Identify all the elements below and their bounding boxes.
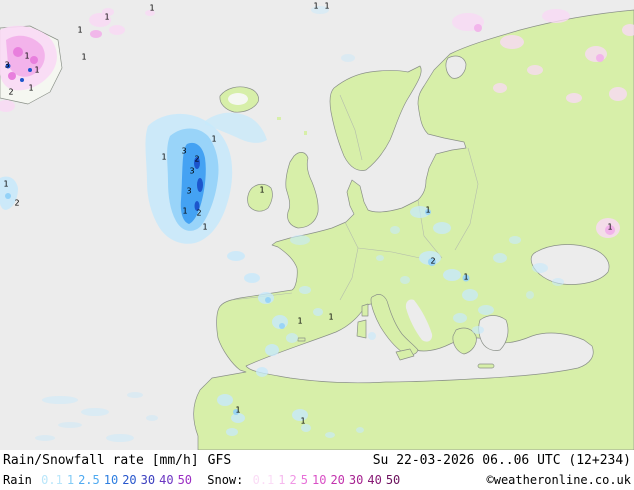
copyright-link[interactable]: ©weatheronline.co.uk (486, 473, 632, 487)
island-shetland (304, 131, 307, 135)
scale-value: 50 (385, 473, 401, 487)
caption-row-legend: Rain 0.1 1 2.5 10 20 30 40 50 Snow: 0.1 1 2 5 10 20 3… (0, 470, 634, 490)
datetime-label: Su 22-03-2026 06..06 UTC (12+234) (372, 452, 631, 468)
rain-scale: 0.1 1 2.5 10 20 30 40 50 (39, 473, 194, 487)
white-sea (445, 55, 467, 79)
scale-value: 2 (289, 473, 297, 487)
scale-value: 30 (348, 473, 364, 487)
caption-row-title: Rain/Snowfall rate [mm/h] GFS Su 22-03-2… (0, 450, 634, 470)
adriatic-sea (405, 299, 433, 342)
inner-seas (245, 55, 610, 384)
island-balearic (297, 337, 306, 342)
snow-scale: 0.1 1 2 5 10 20 30 40 50 (251, 473, 403, 487)
island-corsica (361, 303, 369, 317)
rain-label: Rain (3, 473, 32, 487)
europe-weather-map (0, 0, 634, 450)
model-name: GFS (207, 452, 232, 468)
scale-value: 0.1 (41, 473, 63, 487)
scale-value: 0.1 (252, 473, 275, 487)
scale-value: 40 (367, 473, 382, 487)
island-sardinia (356, 319, 367, 339)
map-title: Rain/Snowfall rate [mm/h] (3, 452, 199, 468)
scale-value: 30 (140, 473, 156, 487)
scale-value: 10 (312, 473, 327, 487)
land-greece (452, 327, 477, 355)
island-crete (477, 363, 495, 369)
scale-value: 50 (177, 473, 193, 487)
scale-value: 1 (66, 473, 75, 487)
scale-value: 20 (122, 473, 137, 487)
land-ireland (247, 183, 273, 212)
island-faroe (277, 117, 281, 120)
rainfall-areas (0, 6, 564, 442)
scale-value: 2.5 (78, 473, 100, 487)
scale-value: 5 (300, 473, 308, 487)
scale-value: 10 (103, 473, 119, 487)
caption-bar: Rain/Snowfall rate [mm/h] GFS Su 22-03-2… (0, 450, 634, 490)
land-scandinavia (329, 65, 422, 171)
snowfall-areas (0, 8, 634, 238)
island-sicily (395, 348, 415, 361)
scale-value: 1 (278, 473, 286, 487)
scale-value: 40 (159, 473, 174, 487)
iceland-glacier (228, 93, 248, 105)
black-sea (530, 244, 610, 285)
mediterranean-lands (297, 294, 495, 369)
scale-value: 20 (330, 473, 345, 487)
land-great-britain (285, 152, 319, 229)
snow-label: Snow: (207, 473, 244, 487)
